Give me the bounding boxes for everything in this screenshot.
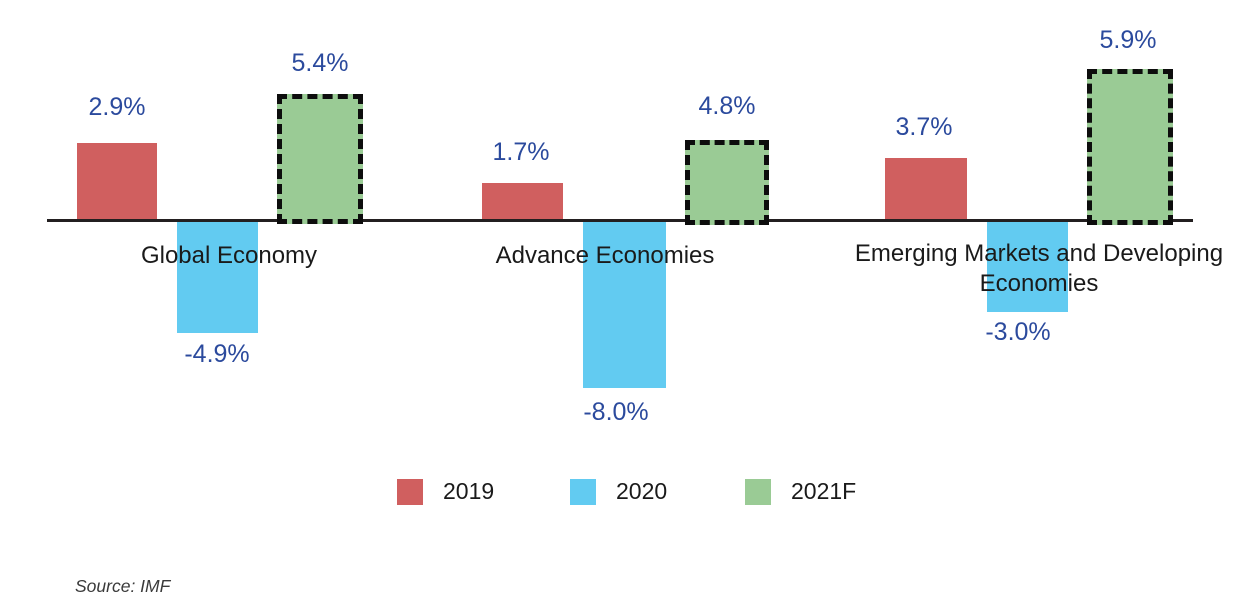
value-label-advance-economies-2019: 1.7% (492, 138, 550, 166)
bar-advance-economies-2019 (482, 183, 563, 219)
legend-item-2020: 2020 (570, 478, 667, 505)
legend-swatch-2021f-icon (745, 478, 771, 505)
bar-global-economy-2020 (177, 222, 258, 333)
legend-label-2020: 2020 (616, 478, 668, 504)
legend-label-2021f: 2021F (791, 478, 857, 504)
value-label-global-economy-2020: -4.9% (184, 340, 250, 368)
legend-swatch-2020-icon (570, 478, 596, 505)
value-label-emerging-markets-2021f: 5.9% (1099, 26, 1157, 54)
bar-advance-economies-2021f (685, 140, 769, 225)
value-label-advance-economies-2021f: 4.8% (698, 92, 756, 120)
legend-item-2019: 2019 (397, 478, 494, 505)
x-axis-line (47, 219, 1193, 222)
legend-label-2019: 2019 (443, 478, 495, 504)
value-label-global-economy-2021f: 5.4% (291, 49, 349, 77)
bar-advance-economies-2020 (583, 222, 666, 388)
source-note: Source: IMF (75, 576, 171, 596)
value-label-global-economy-2019: 2.9% (88, 93, 146, 121)
category-label-advance-economies: Advance Economies (495, 242, 715, 269)
value-label-advance-economies-2020: -8.0% (583, 398, 649, 426)
bar-emerging-markets-2021f (1087, 69, 1173, 225)
bar-emerging-markets-2020 (987, 222, 1068, 312)
bar-emerging-markets-2019 (885, 158, 967, 219)
bar-global-economy-2019 (77, 143, 157, 219)
value-label-emerging-markets-2020: -3.0% (985, 318, 1051, 346)
legend-item-2021f: 2021F (745, 478, 856, 505)
bar-global-economy-2021f (277, 94, 363, 224)
value-label-emerging-markets-2019: 3.7% (895, 113, 953, 141)
category-label-global-economy: Global Economy (140, 242, 318, 269)
category-label-emerging-markets: Emerging Markets and Developing Economie… (854, 240, 1224, 297)
legend-swatch-2019-icon (397, 478, 423, 505)
